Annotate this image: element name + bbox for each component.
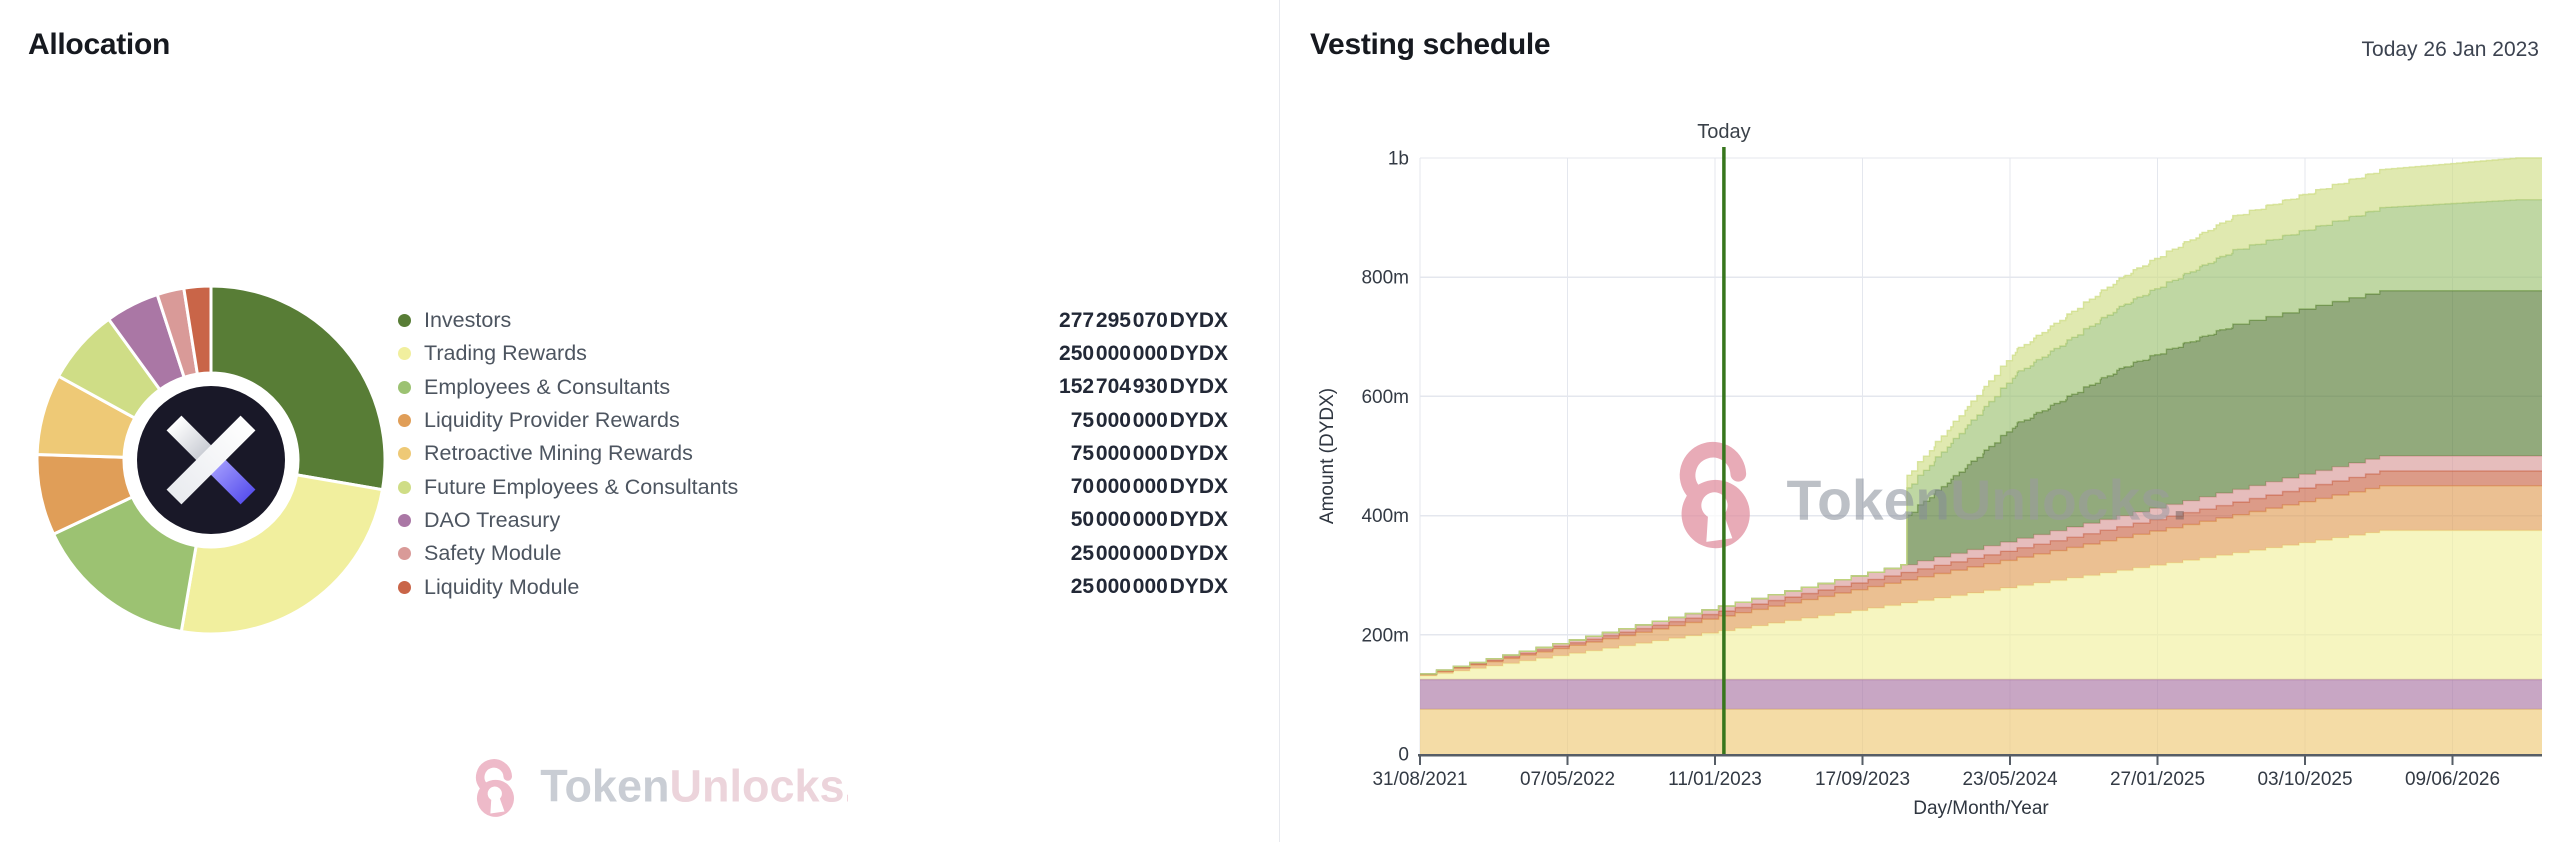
legend-swatch-icon [398,414,411,428]
x-tick-label: 07/05/2022 [1520,769,1615,790]
tokenunlocks-watermark: TokenUnlocks. [468,750,857,835]
legend-label: Safety Module [424,541,562,566]
y-tick-label: 600m [1361,387,1409,408]
legend-item[interactable]: Liquidity Module 25 000 000 DYDX [398,570,1228,603]
vesting-chart[interactable]: 31/08/2021 07/05/2022 11/01/2023 17/09/2023… [1285,65,2560,842]
tokenunlocks-wordmark: TokenUnlocks. [1787,469,2188,533]
legend-value: 25 000 000 DYDX [1070,541,1228,565]
today-date-caption: Today 26 Jan 2023 [2361,38,2539,61]
legend-value: 50 000 000 DYDX [1070,508,1228,532]
panel-divider [1279,0,1280,842]
y-tick-label: 400m [1361,506,1409,527]
legend-item[interactable]: Safety Module 25 000 000 DYDX [398,537,1228,570]
x-tick-label: 03/10/2025 [2257,769,2352,790]
allocation-panel-title: Allocation [28,28,171,61]
x-tick-label: 17/09/2023 [1815,769,1910,790]
vesting-panel-title: Vesting schedule [1310,28,1551,61]
x-axis [1418,753,2542,765]
y-axis-title: Amount (DYDX) [1317,388,1338,524]
donut-slice[interactable] [179,473,385,636]
legend-label: DAO Treasury [424,507,561,532]
legend-item[interactable]: Trading Rewards 250 000 000 DYDX [398,337,1228,370]
legend-value: 152 704 930 DYDX [1059,375,1228,399]
donut-slice[interactable] [182,284,213,376]
legend-item[interactable]: Liquidity Provider Rewards 75 000 000 DYD… [398,404,1228,437]
legend-label: Liquidity Module [424,574,580,599]
x-tick-label: 09/06/2026 [2405,769,2500,790]
allocation-legend: Investors 277 295 070 DYDX Trading Rewards… [398,304,1228,604]
area-band-edge [1420,157,2542,675]
legend-value: 70 000 000 DYDX [1070,475,1228,499]
x-tick-label: 27/01/2025 [2110,769,2205,790]
area-band-edge [1420,470,2542,675]
stacked-areas [1420,157,2542,754]
area-band[interactable] [1420,709,2542,754]
legend-item[interactable]: Employees & Consultants 152 704 930 DYDX [398,371,1228,404]
legend-swatch-icon [398,480,411,494]
x-tick-label: 23/05/2024 [1962,769,2058,790]
legend-swatch-icon [398,347,411,361]
x-tick-label: 11/01/2023 [1668,769,1762,790]
open-padlock-icon [1679,441,1750,549]
legend-label: Employees & Consultants [424,374,671,399]
x-tick-label: 31/08/2021 [1372,769,1467,790]
legend-value: 250 000 000 DYDX [1059,341,1228,365]
area-band[interactable] [1420,679,2542,710]
legend-swatch-icon [398,513,411,527]
area-band[interactable] [1420,199,2542,674]
legend-swatch-icon [398,380,411,394]
legend-value: 25 000 000 DYDX [1070,575,1228,599]
legend-label: Trading Rewards [424,341,587,366]
legend-label: Liquidity Provider Rewards [424,408,680,433]
legend-label: Future Employees & Consultants [424,474,739,499]
area-band[interactable] [1420,470,2542,675]
x-axis-title: Day/Month/Year [1913,798,2049,819]
y-tick-label: 800m [1361,268,1409,289]
legend-swatch-icon [398,547,411,561]
donut-slice[interactable] [209,284,387,492]
area-band[interactable] [1420,530,2542,680]
area-band[interactable] [1420,290,2542,674]
y-tick-label: 0 [1398,745,1409,766]
legend-label: Investors [424,308,512,333]
dydx-x-logo [137,386,285,534]
tokenunlocks-wordmark: TokenUnlocks. [540,760,848,811]
today-marker-label: Today [1697,121,1750,143]
y-tick-label: 1b [1388,149,1409,170]
legend-swatch-icon [398,447,411,461]
area-band[interactable] [1420,485,2542,676]
area-band[interactable] [1420,456,2542,675]
allocation-donut-chart[interactable] [35,284,387,636]
legend-item[interactable]: Investors 277 295 070 DYDX [398,304,1228,337]
legend-value: 277 295 070 DYDX [1059,308,1228,332]
legend-value: 75 000 000 DYDX [1070,408,1228,432]
legend-item[interactable]: Retroactive Mining Rewards 75 000 000 DYD… [398,437,1228,470]
y-tick-label: 200m [1361,625,1409,646]
open-padlock-icon [475,759,514,817]
legend-swatch-icon [398,314,411,328]
legend-item[interactable]: Future Employees & Consultants 70 000 000… [398,470,1228,503]
donut-slice[interactable] [51,495,198,634]
legend-value: 75 000 000 DYDX [1070,441,1228,465]
legend-item[interactable]: DAO Treasury 50 000 000 DYDX [398,504,1228,537]
legend-swatch-icon [398,580,411,594]
legend-label: Retroactive Mining Rewards [424,441,693,466]
